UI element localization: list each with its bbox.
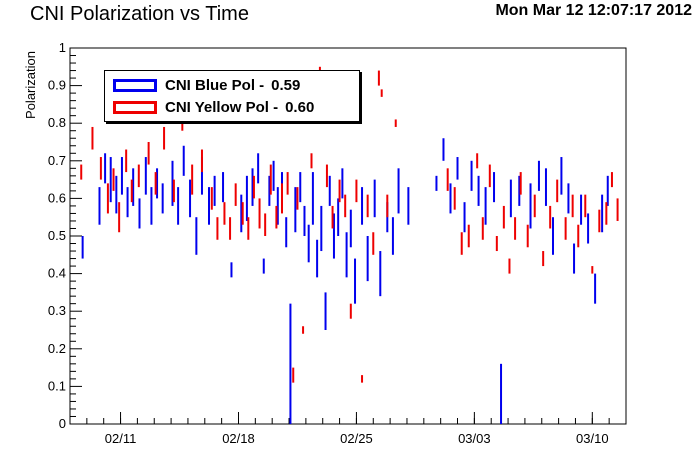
- x-tick-label: 02/18: [222, 431, 255, 446]
- legend-value-blue: 0.59: [271, 76, 301, 94]
- data-series: [80, 66, 619, 424]
- series-blue: [81, 138, 609, 424]
- legend-item-yellow: CNI Yellow Pol - 0.60: [113, 97, 314, 117]
- series-yellow: [80, 66, 619, 383]
- x-tick-label: 02/11: [105, 431, 137, 446]
- legend-item-blue: CNI Blue Pol - 0.59: [113, 75, 300, 95]
- y-tick-label: 0.9: [48, 78, 66, 93]
- y-tick-label: 0.5: [48, 228, 66, 243]
- legend-value-yellow: 0.60: [285, 98, 315, 116]
- y-tick-label: 0.8: [48, 115, 66, 130]
- y-axis-label: Polarization: [23, 51, 38, 119]
- y-tick-label: 0.7: [48, 153, 66, 168]
- y-tick-label: 0.4: [48, 266, 66, 281]
- chart-title: CNI Polarization vs Time: [30, 3, 249, 25]
- x-tick-label: 03/10: [576, 431, 609, 446]
- y-tick-label: 0.1: [48, 378, 66, 393]
- legend-label-yellow: CNI Yellow Pol -: [165, 98, 279, 116]
- legend: CNI Blue Pol - 0.59 CNI Yellow Pol - 0.6…: [104, 70, 360, 122]
- legend-swatch-blue: [113, 78, 157, 92]
- legend-label-blue: CNI Blue Pol -: [165, 76, 265, 94]
- y-tick-label: 0.6: [48, 190, 66, 205]
- y-tick-label: 0.3: [48, 303, 66, 318]
- legend-swatch-yellow: [113, 100, 157, 114]
- y-tick-label: 0.2: [48, 341, 66, 356]
- y-tick-label: 1: [59, 40, 66, 55]
- x-tick-label: 02/25: [340, 431, 373, 446]
- timestamp: Mon Mar 12 12:07:17 2012: [495, 2, 692, 19]
- y-tick-label: 0: [59, 416, 66, 431]
- x-tick-label: 03/03: [458, 431, 491, 446]
- x-axis: 02/11 02/18 02/25 03/03 03/10: [69, 412, 627, 446]
- y-axis: 0 0.1 0.2 0.3 0.4 0.5 0.6 0.7 0.8 0.9 1: [48, 40, 82, 431]
